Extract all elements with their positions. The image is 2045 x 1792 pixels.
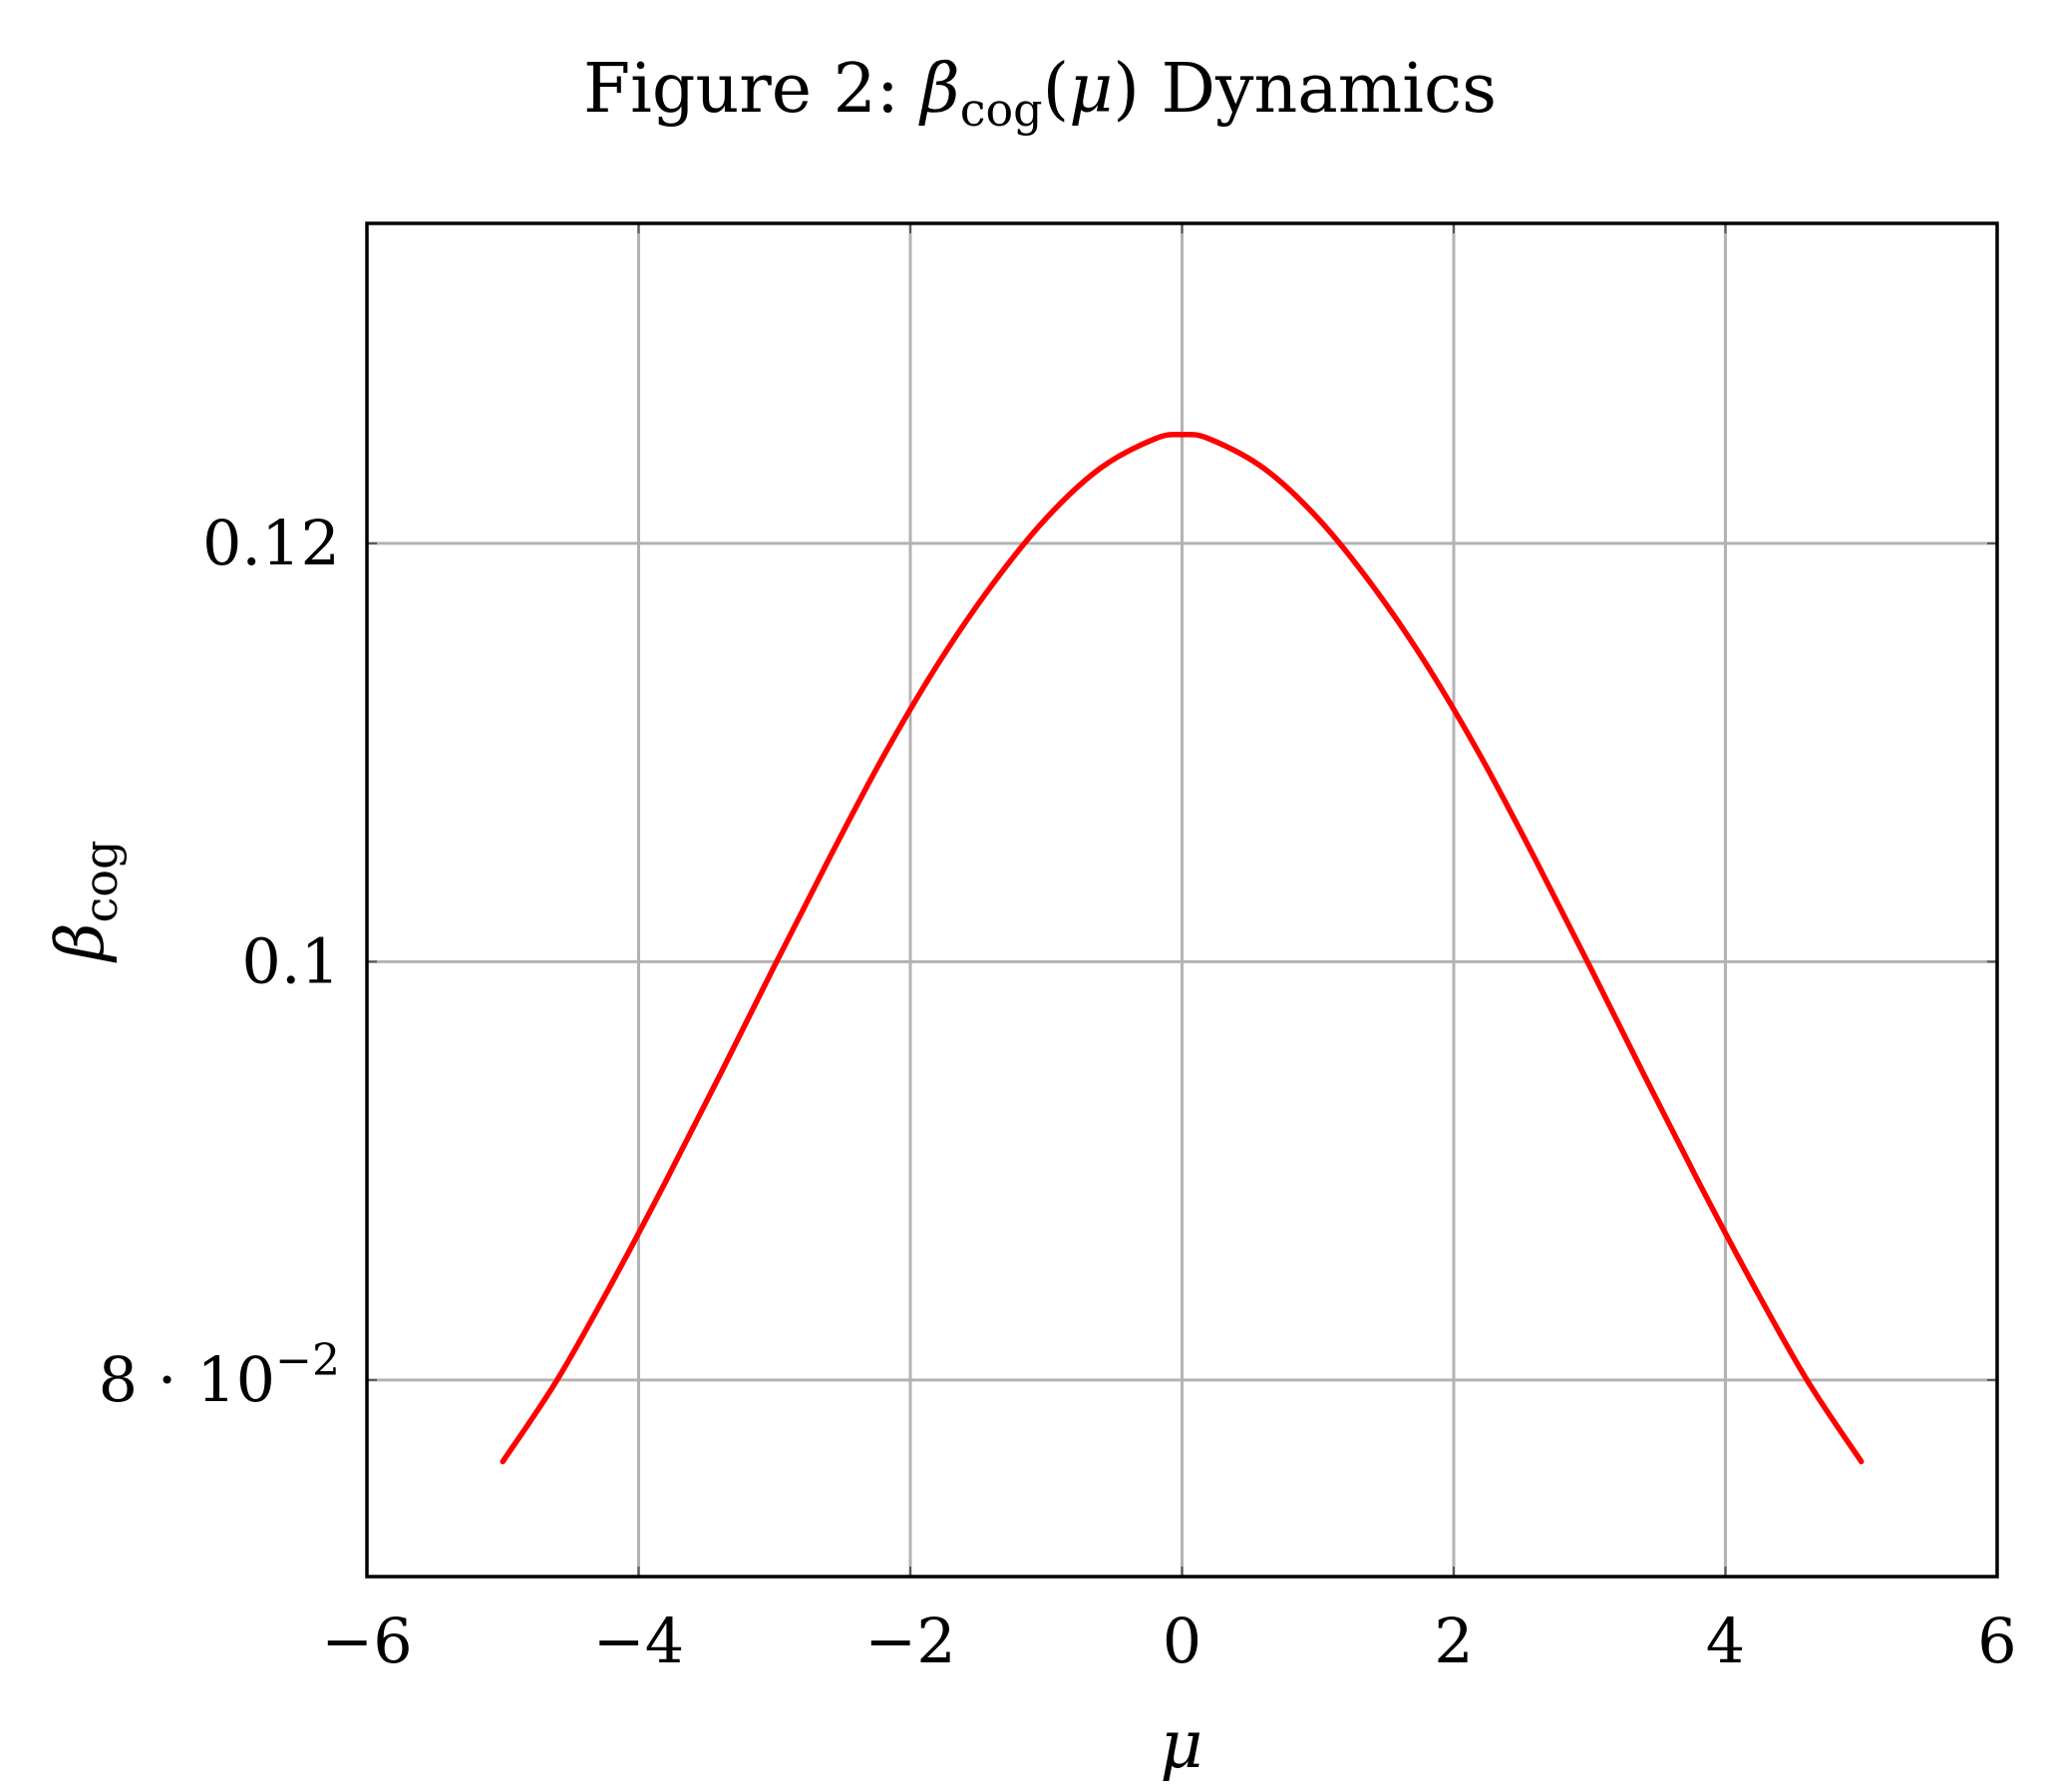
grid-lines [367, 223, 1997, 1577]
plot-frame [365, 221, 1999, 1579]
x-tick-label: −2 [864, 1605, 955, 1677]
x-tick-label: 2 [1434, 1605, 1473, 1677]
x-tick-labels: −6 −4 −2 0 2 4 6 [321, 1605, 2016, 1677]
title-subscript: cog [960, 83, 1043, 137]
x-tick-label: 4 [1706, 1605, 1745, 1677]
x-axis-label: μ [1161, 1706, 1203, 1783]
y-axis-label-subscript: cog [74, 840, 128, 922]
x-tick-label: −4 [593, 1605, 684, 1677]
y-tick-label: 8 · 10−2 [99, 1335, 340, 1416]
y-tick-labels: 8 · 10−2 0.1 0.12 [99, 507, 340, 1416]
y-axis-label-symbol: β [42, 922, 119, 963]
series-layer [500, 431, 1865, 1465]
chart-title: Figure 2: βcog(μ) Dynamics [583, 50, 1497, 137]
y-axis-label: βcog [42, 840, 128, 963]
x-tick-label: 6 [1977, 1605, 2016, 1677]
title-argument: μ [1069, 50, 1113, 129]
title-close-paren: ) [1113, 50, 1140, 129]
x-tick-label: 0 [1163, 1605, 1201, 1677]
series-line [500, 431, 1865, 1465]
title-open-paren: ( [1043, 50, 1070, 129]
title-suffix: Dynamics [1140, 50, 1497, 129]
title-prefix: Figure 2: [583, 50, 920, 129]
x-tick-label: −6 [321, 1605, 412, 1677]
y-tick-label: 0.12 [202, 507, 340, 579]
title-symbol: β [917, 50, 959, 129]
y-tick-label: 0.1 [241, 924, 340, 997]
